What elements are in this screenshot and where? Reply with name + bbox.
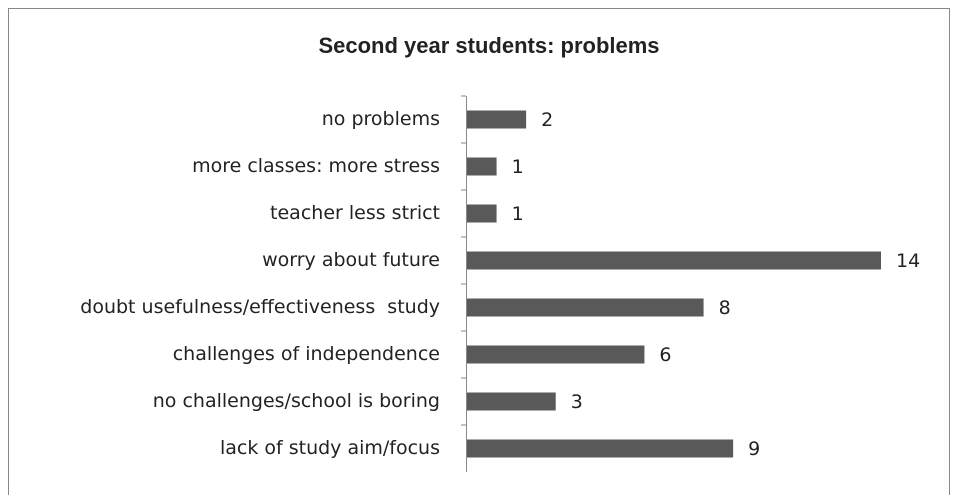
y-tick-label: teacher less strict — [270, 202, 440, 224]
y-tick-label: challenges of independence — [173, 343, 440, 365]
y-tick-label: no challenges/school is boring — [153, 390, 440, 412]
chart-title: Second year students: problems — [318, 33, 659, 58]
value-label: 6 — [659, 344, 671, 366]
value-label: 8 — [719, 297, 731, 319]
value-label: 1 — [512, 203, 524, 225]
y-tick-label: more classes: more stress — [192, 155, 440, 177]
bar — [467, 204, 497, 223]
bar — [467, 157, 497, 176]
y-tick-label: lack of study aim/focus — [220, 437, 440, 459]
value-label: 14 — [896, 250, 920, 272]
y-tick-label: doubt usefulness/effectiveness study — [80, 296, 440, 318]
value-label: 2 — [541, 109, 553, 131]
bar — [467, 298, 704, 317]
value-label: 1 — [512, 156, 524, 178]
y-tick-label: no problems — [322, 108, 440, 130]
bar — [467, 251, 881, 270]
value-label: 3 — [571, 391, 583, 413]
bar — [467, 110, 527, 129]
bar — [467, 345, 645, 364]
y-tick-label: worry about future — [262, 249, 440, 271]
bar — [467, 439, 734, 458]
bar — [467, 392, 556, 411]
value-label: 9 — [748, 438, 760, 460]
